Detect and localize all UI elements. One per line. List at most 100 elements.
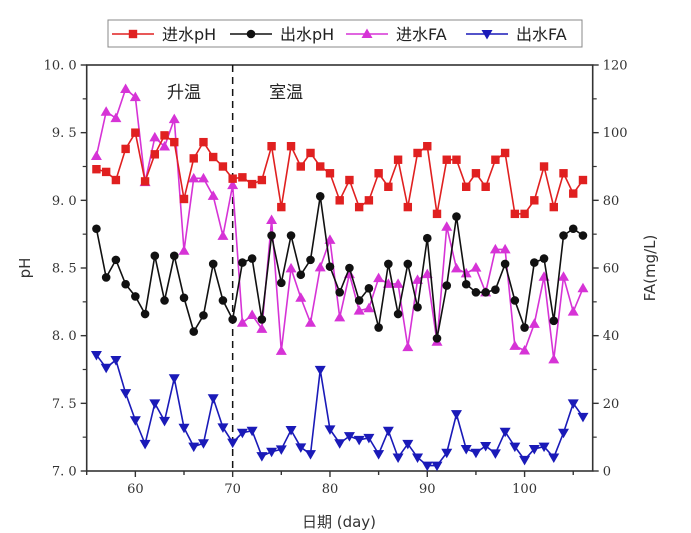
data-point-effluent-fa [373, 450, 385, 460]
data-point-effluent-fa [120, 389, 132, 399]
data-point-influent-fa [421, 268, 433, 279]
legend: 进水pH 出水pH 进水FA 出水FA [107, 19, 583, 48]
legend-marker-influent-ph [128, 29, 138, 39]
data-point-influent-ph [121, 144, 130, 154]
data-point-effluent-ph [296, 270, 306, 280]
data-point-influent-ph [578, 175, 588, 185]
data-point-effluent-ph [432, 334, 442, 343]
data-point-influent-fa [129, 91, 141, 102]
data-point-effluent-ph [578, 231, 588, 240]
data-point-effluent-ph [461, 279, 471, 289]
data-point-influent-fa [178, 245, 190, 255]
data-point-effluent-fa [421, 461, 433, 472]
data-point-influent-fa [558, 271, 570, 281]
data-point-influent-ph [131, 128, 140, 137]
data-point-influent-fa [499, 243, 511, 254]
data-point-effluent-ph [374, 323, 383, 332]
data-point-effluent-fa [178, 423, 190, 434]
data-point-influent-ph [189, 154, 198, 163]
data-point-influent-fa [159, 141, 171, 151]
data-point-effluent-ph [199, 311, 208, 320]
data-point-influent-fa [275, 345, 287, 355]
data-point-effluent-ph [169, 251, 179, 261]
data-point-effluent-ph [218, 296, 228, 305]
y-tick-label-left: 7. 5 [52, 397, 77, 412]
y-axis-title-left: pH [16, 258, 34, 279]
data-point-influent-ph [247, 179, 257, 189]
data-point-effluent-ph [364, 284, 374, 293]
data-point-influent-ph [150, 150, 160, 159]
data-point-influent-fa [305, 317, 317, 327]
x-axis-title: 日期 (day) [302, 513, 376, 531]
data-point-effluent-fa [548, 453, 560, 463]
data-point-influent-ph [481, 182, 490, 191]
data-point-influent-ph [530, 196, 539, 205]
data-point-influent-ph [296, 162, 305, 171]
data-point-effluent-fa [197, 439, 209, 449]
data-point-effluent-ph [150, 251, 160, 261]
legend-item-effluent-fa: 出水FA [466, 25, 567, 44]
data-point-effluent-ph [520, 323, 529, 332]
y-tick-label-left: 8. 0 [52, 329, 77, 344]
y-tick-label-left: 10. 0 [44, 59, 77, 74]
data-point-effluent-ph [510, 296, 520, 305]
data-point-influent-fa [567, 306, 579, 316]
data-point-influent-ph [432, 209, 442, 219]
series-effluent-ph [92, 191, 588, 343]
data-point-effluent-fa [363, 433, 375, 444]
data-point-effluent-fa [295, 443, 307, 453]
data-point-effluent-fa [129, 416, 141, 426]
data-point-influent-ph [170, 137, 179, 147]
data-point-effluent-fa [509, 442, 521, 453]
data-point-influent-ph [510, 209, 520, 219]
data-point-effluent-ph [267, 231, 276, 240]
data-point-influent-fa [100, 106, 112, 116]
data-point-influent-fa [236, 317, 248, 327]
y-tick-label-left: 8. 5 [52, 262, 77, 277]
data-point-influent-ph [228, 174, 237, 183]
data-point-effluent-ph [179, 293, 189, 303]
data-point-influent-fa [441, 221, 453, 231]
data-point-effluent-fa [305, 450, 317, 460]
data-point-effluent-ph [422, 233, 432, 243]
data-point-effluent-fa [159, 416, 171, 427]
y-tick-label-right: 100 [603, 126, 628, 141]
data-point-influent-ph [92, 165, 101, 174]
y-tick-label-left: 9. 0 [52, 194, 77, 209]
annotation-room-temp: 室温 [269, 83, 303, 103]
data-point-effluent-fa [528, 445, 540, 455]
data-point-influent-fa [577, 282, 589, 293]
data-point-effluent-fa [450, 410, 462, 420]
data-point-effluent-fa [168, 374, 180, 384]
data-point-effluent-fa [499, 427, 511, 438]
data-point-effluent-ph [568, 224, 578, 234]
data-point-effluent-ph [238, 258, 247, 267]
data-point-influent-ph [471, 169, 481, 178]
data-point-effluent-ph [101, 273, 111, 282]
data-point-effluent-ph [247, 254, 257, 263]
data-point-influent-ph [257, 175, 267, 185]
data-point-influent-fa [188, 172, 200, 183]
data-point-influent-ph [520, 209, 529, 219]
data-point-effluent-fa [460, 445, 472, 455]
data-point-effluent-ph [92, 224, 101, 234]
y-tick-label-left: 7. 0 [52, 465, 77, 480]
data-point-effluent-ph [442, 281, 452, 290]
data-point-influent-ph [462, 182, 471, 191]
data-point-influent-ph [569, 189, 578, 198]
data-point-effluent-fa [353, 435, 365, 446]
data-point-effluent-ph [160, 296, 169, 305]
data-point-influent-fa [363, 302, 375, 313]
data-point-influent-ph [549, 202, 558, 212]
data-point-influent-ph [316, 162, 325, 171]
data-point-influent-fa [217, 230, 229, 240]
x-tick-label: 90 [419, 482, 436, 497]
data-point-influent-ph [491, 155, 500, 164]
data-point-effluent-ph [131, 292, 140, 301]
data-point-effluent-fa [236, 428, 248, 439]
data-point-effluent-fa [567, 399, 579, 409]
data-point-effluent-fa [139, 439, 151, 450]
series-effluent-fa [90, 350, 589, 472]
y-tick-label-right: 40 [603, 329, 620, 344]
